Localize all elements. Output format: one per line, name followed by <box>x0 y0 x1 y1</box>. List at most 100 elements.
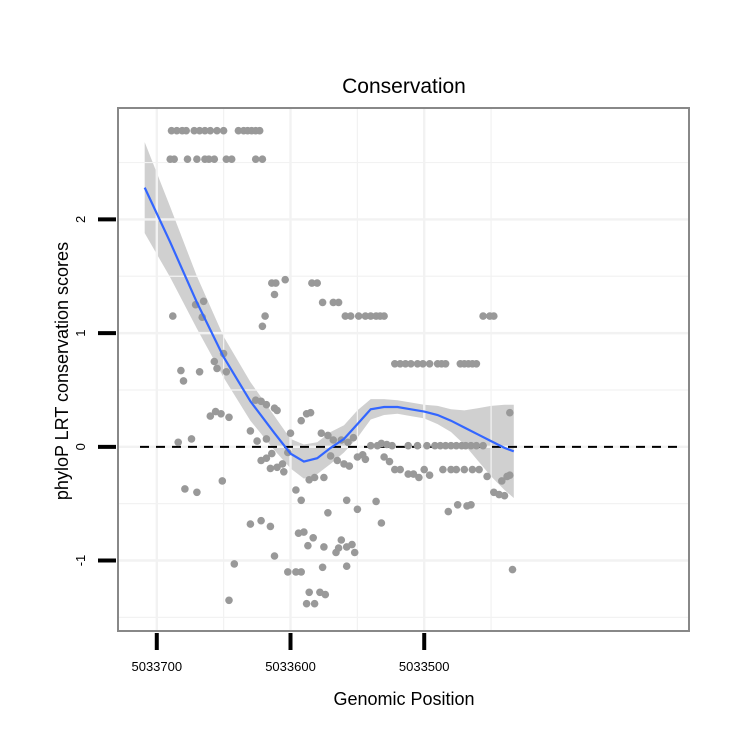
data-point <box>326 452 335 460</box>
y-tick-label: 1 <box>73 329 88 336</box>
y-tick-label: 2 <box>73 216 88 223</box>
data-point <box>468 465 477 474</box>
data-point <box>205 155 213 163</box>
data-point <box>306 408 315 417</box>
data-point <box>372 497 380 506</box>
data-point <box>292 568 300 576</box>
data-point <box>280 468 288 476</box>
data-point <box>413 441 422 450</box>
data-point <box>472 441 481 450</box>
data-point <box>255 126 264 135</box>
data-point <box>329 298 338 307</box>
data-point <box>246 520 255 528</box>
data-point <box>266 464 275 473</box>
smooth-curve-layer <box>143 187 515 463</box>
data-point <box>444 507 453 516</box>
data-point <box>318 298 327 307</box>
data-point <box>401 360 410 368</box>
data-point <box>177 366 185 375</box>
data-point <box>193 155 201 163</box>
data-point <box>388 441 396 450</box>
data-point <box>187 435 196 443</box>
data-point <box>270 552 279 560</box>
data-point <box>210 357 219 366</box>
data-point <box>415 473 423 482</box>
data-point <box>300 528 308 536</box>
data-point <box>350 548 359 557</box>
data-point <box>206 126 215 135</box>
data-point <box>447 465 455 474</box>
data-point <box>258 322 267 331</box>
data-point <box>195 368 204 376</box>
x-tick-label: 5033700 <box>131 659 182 674</box>
data-point <box>310 473 319 482</box>
data-point <box>385 457 394 466</box>
data-point <box>266 522 275 531</box>
data-point <box>324 431 332 440</box>
x-axis: 5033700 5033600 5033500 <box>131 633 450 674</box>
data-point <box>452 465 461 474</box>
data-point <box>354 312 363 320</box>
data-point <box>345 462 354 470</box>
data-point <box>302 599 311 608</box>
data-point <box>257 516 265 525</box>
data-point <box>508 565 517 574</box>
data-point <box>310 599 319 608</box>
data-point <box>483 472 491 481</box>
data-point <box>270 290 279 299</box>
data-point <box>425 360 434 368</box>
data-point <box>268 449 276 458</box>
data-point <box>396 465 405 474</box>
data-point <box>320 543 328 551</box>
data-point <box>246 427 255 435</box>
data-point <box>318 563 327 572</box>
data-point <box>479 312 487 320</box>
data-point <box>261 312 269 320</box>
data-point <box>286 429 295 438</box>
data-point <box>222 155 231 163</box>
data-point <box>413 360 422 368</box>
data-point <box>452 441 461 450</box>
data-point <box>304 541 312 550</box>
data-point <box>467 501 475 509</box>
data-point <box>225 596 233 605</box>
data-point <box>262 454 271 463</box>
data-point <box>377 519 386 527</box>
data-point <box>404 470 413 478</box>
data-point <box>183 155 192 163</box>
data-point <box>409 470 418 478</box>
data-point <box>193 488 201 497</box>
data-point <box>219 126 228 135</box>
data-point <box>353 505 362 514</box>
scatter-points-layer <box>166 126 517 608</box>
data-point <box>453 501 462 509</box>
data-point <box>337 536 346 544</box>
confidence-ribbon-layer <box>144 142 514 498</box>
data-point <box>361 312 370 320</box>
data-point <box>217 410 225 418</box>
data-point <box>199 297 208 306</box>
data-point <box>333 456 342 465</box>
y-axis: -1 0 1 2 <box>73 216 116 566</box>
data-point <box>201 126 209 135</box>
data-point <box>420 465 429 474</box>
data-point <box>321 590 330 599</box>
data-point <box>179 377 188 385</box>
data-point <box>174 438 182 447</box>
x-tick-label: 5033500 <box>399 659 450 674</box>
data-point <box>170 155 178 163</box>
data-point <box>273 406 281 415</box>
data-point <box>284 448 292 457</box>
data-point <box>506 408 514 417</box>
data-point <box>297 416 306 425</box>
data-point <box>222 368 231 376</box>
data-point <box>190 126 198 135</box>
data-point <box>309 534 318 542</box>
data-point <box>346 312 355 320</box>
data-point <box>460 465 469 474</box>
data-point <box>262 400 271 409</box>
data-point <box>262 435 271 443</box>
data-point <box>206 412 215 420</box>
data-point <box>461 441 470 450</box>
data-point <box>195 126 204 135</box>
